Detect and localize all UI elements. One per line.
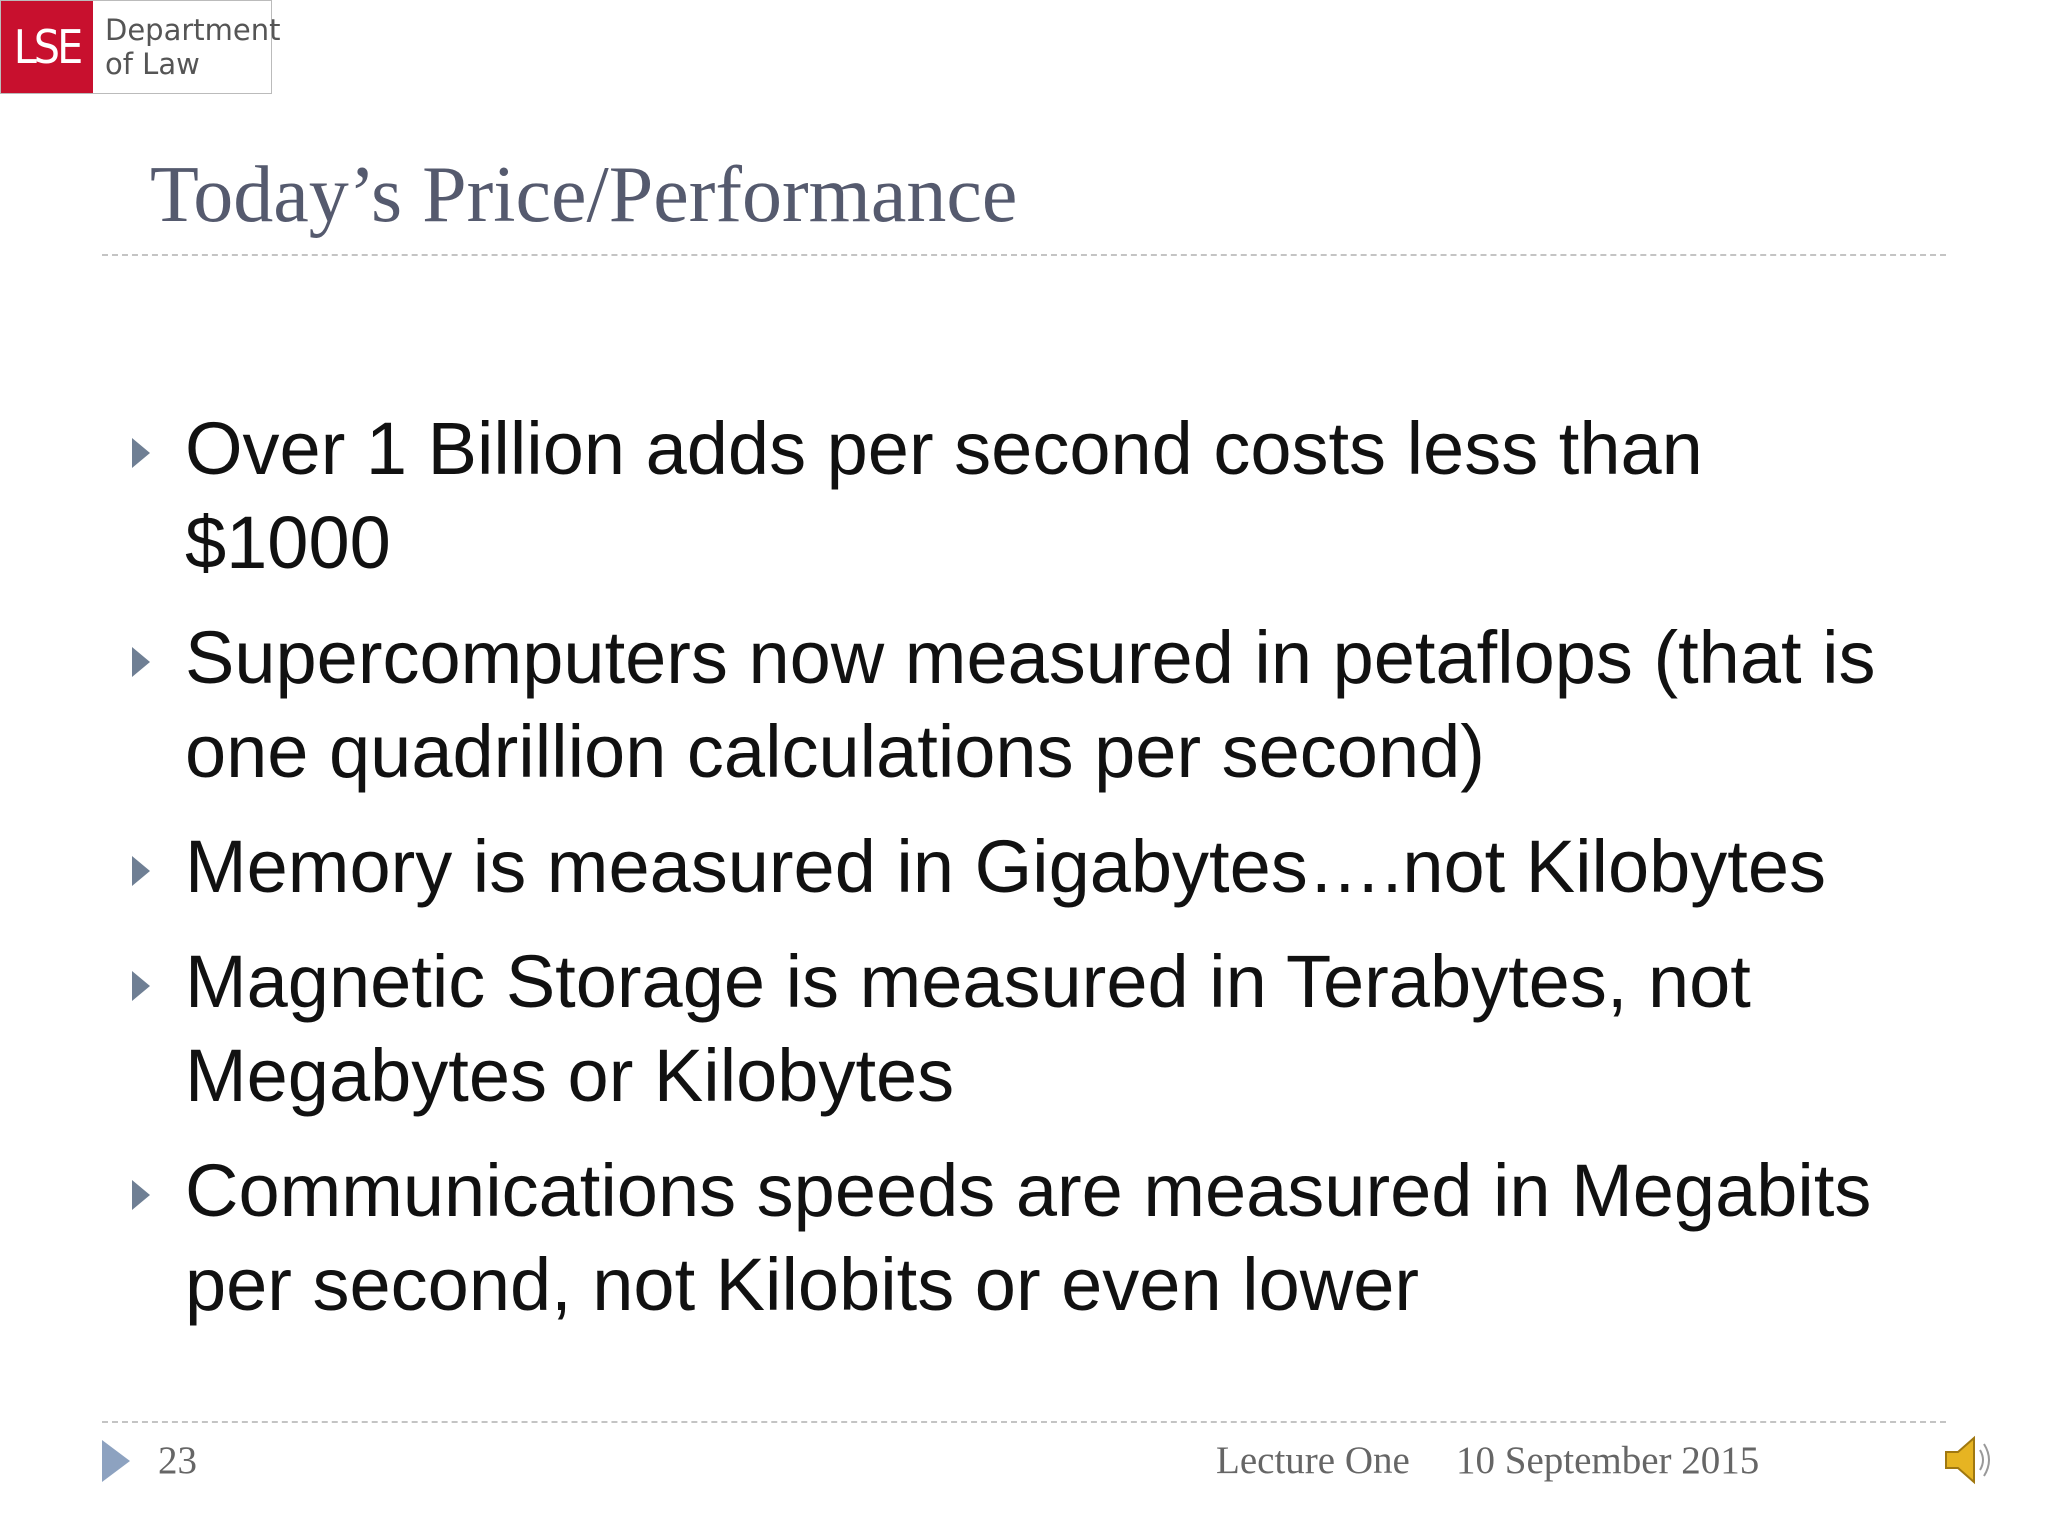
- slide-title: Today’s Price/Performance: [150, 151, 1018, 239]
- footer-lecture: Lecture One: [1216, 1439, 1410, 1482]
- bullet-arrow: [132, 856, 150, 886]
- logo-mark: LSE: [1, 1, 93, 93]
- bullet-list: Over 1 Billion adds per second costs les…: [130, 402, 1890, 1353]
- bullet: Supercomputers now measured in petaflops…: [130, 611, 1890, 799]
- logo-text: of Law: [105, 47, 200, 81]
- bullet-text: Over 1 Billion adds per second costs les…: [185, 407, 1703, 584]
- footer-arrow: [102, 1440, 130, 1482]
- bullet: Memory is measured in Gigabytes….not Kil…: [130, 820, 1890, 914]
- divider: [102, 1421, 1946, 1423]
- bullet-text: Memory is measured in Gigabytes….not Kil…: [185, 825, 1827, 908]
- divider: [102, 254, 1946, 256]
- bullet-arrow: [132, 438, 150, 468]
- page-number: 23: [158, 1439, 197, 1482]
- bullet: Communications speeds are measured in Me…: [130, 1144, 1890, 1332]
- bullet-arrow: [132, 971, 150, 1001]
- bullet-arrow: [132, 1180, 150, 1210]
- bullet: Magnetic Storage is measured in Terabyte…: [130, 935, 1890, 1123]
- bullet: Over 1 Billion adds per second costs les…: [130, 402, 1890, 590]
- bullet-arrow: [132, 647, 150, 677]
- speaker-icon[interactable]: [1940, 1432, 2000, 1488]
- bullet-text: Supercomputers now measured in petaflops…: [185, 616, 1876, 793]
- bullet-text: Communications speeds are measured in Me…: [185, 1149, 1872, 1326]
- bullet-text: Magnetic Storage is measured in Terabyte…: [185, 940, 1751, 1117]
- footer-date: 10 September 2015: [1456, 1439, 1760, 1482]
- logo: LSE Department of Law: [0, 0, 281, 94]
- logo-text: Department: [105, 13, 281, 47]
